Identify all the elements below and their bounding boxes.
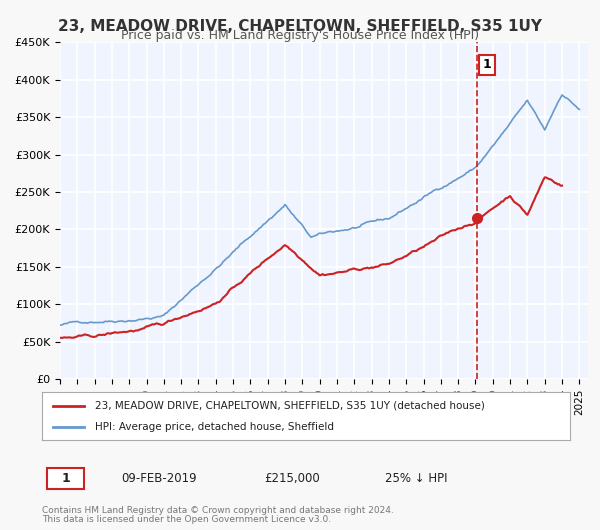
Text: 23, MEADOW DRIVE, CHAPELTOWN, SHEFFIELD, S35 1UY: 23, MEADOW DRIVE, CHAPELTOWN, SHEFFIELD,… [58, 19, 542, 33]
Text: HPI: Average price, detached house, Sheffield: HPI: Average price, detached house, Shef… [95, 421, 334, 431]
Text: Price paid vs. HM Land Registry's House Price Index (HPI): Price paid vs. HM Land Registry's House … [121, 29, 479, 42]
Text: 09-FEB-2019: 09-FEB-2019 [121, 472, 197, 485]
Text: This data is licensed under the Open Government Licence v3.0.: This data is licensed under the Open Gov… [42, 515, 331, 524]
Text: £215,000: £215,000 [264, 472, 320, 485]
Text: 23, MEADOW DRIVE, CHAPELTOWN, SHEFFIELD, S35 1UY (detached house): 23, MEADOW DRIVE, CHAPELTOWN, SHEFFIELD,… [95, 401, 485, 411]
FancyBboxPatch shape [47, 468, 84, 489]
Text: 1: 1 [61, 472, 70, 485]
Text: Contains HM Land Registry data © Crown copyright and database right 2024.: Contains HM Land Registry data © Crown c… [42, 506, 394, 515]
Text: 1: 1 [482, 58, 491, 72]
Text: 25% ↓ HPI: 25% ↓ HPI [385, 472, 448, 485]
